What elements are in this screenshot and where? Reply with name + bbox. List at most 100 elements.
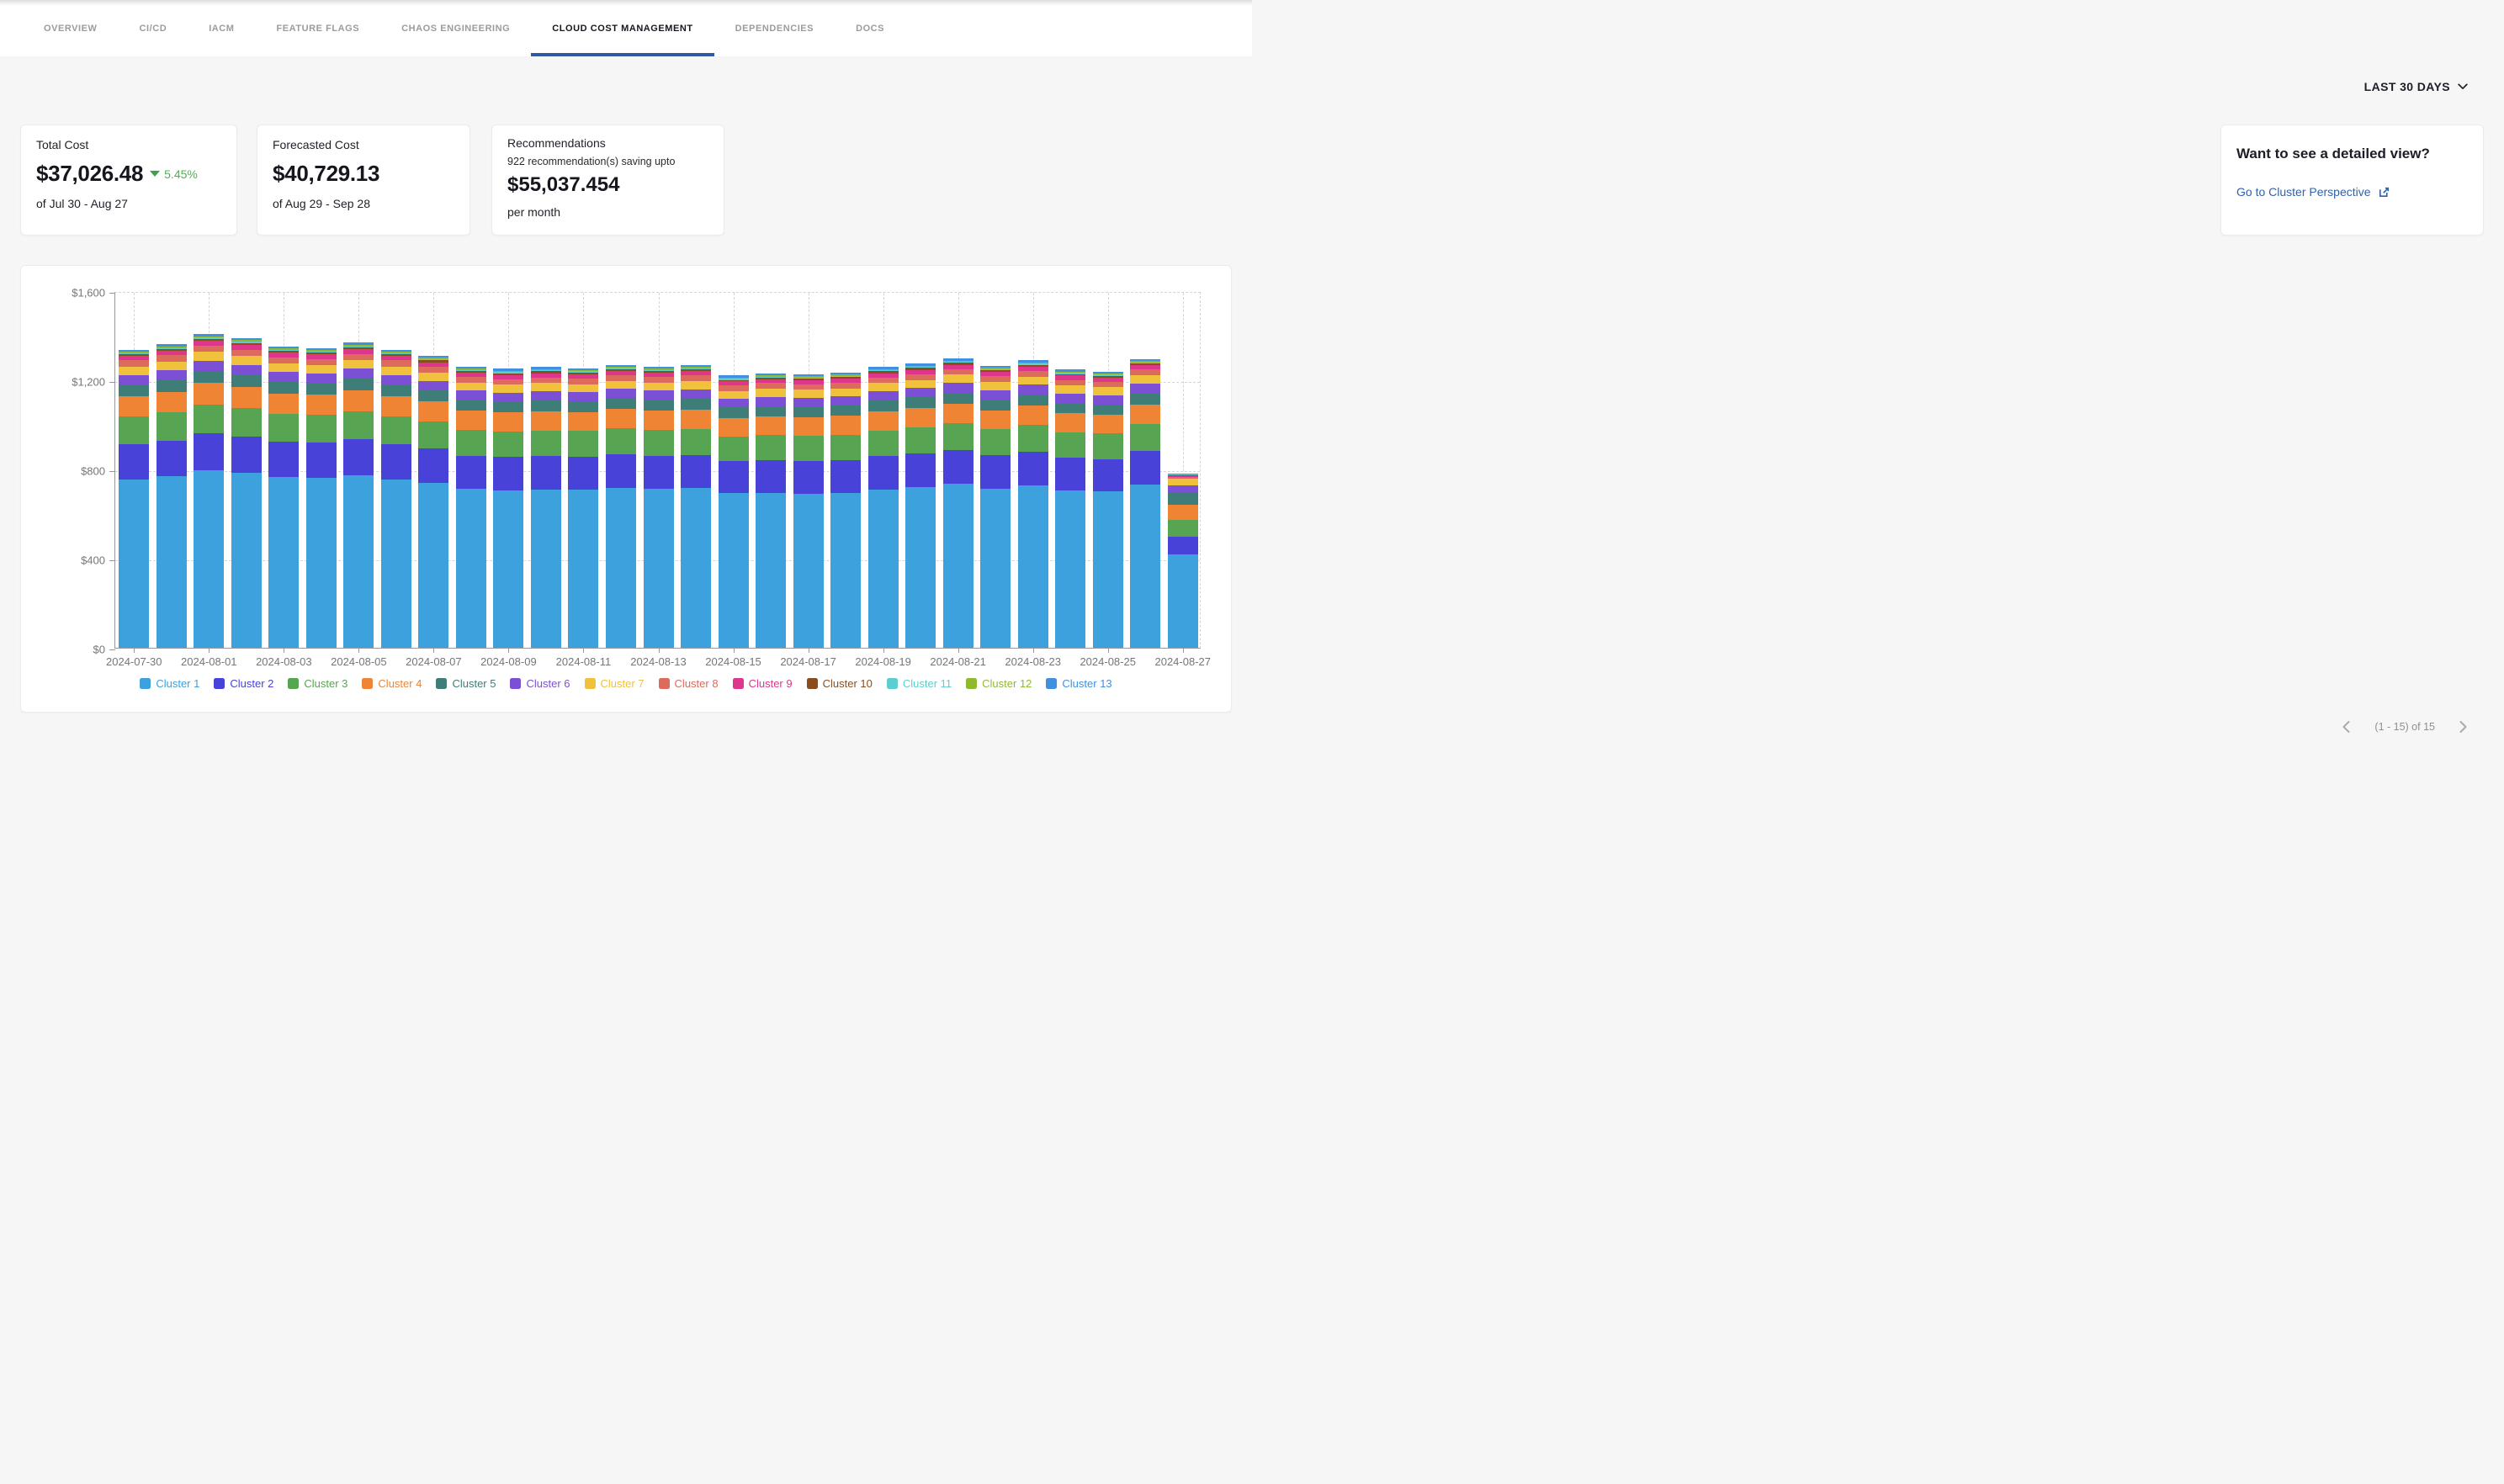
- bar-2024-08-16[interactable]: [756, 373, 787, 648]
- bar-segment-cluster-10: [980, 370, 1011, 373]
- legend-swatch-cluster-13: [1046, 678, 1058, 689]
- prev-page-icon[interactable]: [2342, 720, 2351, 734]
- bar-segment-cluster-4: [905, 408, 936, 428]
- bar-2024-08-01[interactable]: [194, 333, 225, 648]
- bar-2024-08-04[interactable]: [305, 347, 337, 648]
- bar-2024-08-22[interactable]: [980, 365, 1011, 648]
- tab-overview[interactable]: OVERVIEW: [44, 23, 98, 34]
- bar-segment-cluster-8: [119, 360, 150, 367]
- bar-segment-cluster-13: [156, 344, 187, 347]
- bar-2024-08-03[interactable]: [268, 346, 300, 648]
- bar-2024-08-11[interactable]: [568, 368, 599, 648]
- bar-2024-08-19[interactable]: [867, 367, 899, 648]
- bar-segment-cluster-11: [380, 352, 411, 355]
- bar-2024-07-31[interactable]: [156, 344, 187, 648]
- legend-item-cluster-2[interactable]: Cluster 2: [214, 677, 273, 690]
- legend-item-cluster-9[interactable]: Cluster 9: [732, 677, 793, 690]
- tab-dependencies[interactable]: DEPENDENCIES: [735, 23, 814, 34]
- legend-swatch-cluster-11: [886, 678, 898, 689]
- bar-2024-08-15[interactable]: [718, 375, 749, 648]
- bar-2024-08-14[interactable]: [681, 365, 712, 648]
- bar-segment-cluster-11: [455, 369, 486, 371]
- tab-iacm[interactable]: IACM: [209, 23, 235, 34]
- tab-docs[interactable]: DOCS: [856, 23, 885, 34]
- bar-segment-cluster-6: [1130, 384, 1161, 394]
- legend-item-cluster-6[interactable]: Cluster 6: [510, 677, 570, 690]
- forecasted-cost-period: of Aug 29 - Sep 28: [273, 197, 370, 210]
- tab-ci-cd[interactable]: CI/CD: [139, 23, 167, 34]
- bar-2024-07-30[interactable]: [119, 349, 150, 648]
- bar-segment-cluster-3: [194, 404, 225, 434]
- bar-2024-08-05[interactable]: [343, 342, 374, 648]
- bar-segment-cluster-10: [793, 378, 824, 380]
- legend-item-cluster-11[interactable]: Cluster 11: [886, 677, 952, 690]
- bar-2024-08-26[interactable]: [1130, 358, 1161, 648]
- legend-item-cluster-1[interactable]: Cluster 1: [140, 677, 199, 690]
- bar-2024-08-20[interactable]: [905, 363, 936, 648]
- bar-segment-cluster-11: [643, 369, 674, 371]
- bar-segment-cluster-12: [605, 366, 636, 368]
- bar-2024-08-07[interactable]: [418, 355, 449, 648]
- legend-item-cluster-7[interactable]: Cluster 7: [584, 677, 645, 690]
- bar-segment-cluster-6: [681, 389, 712, 400]
- bar-segment-cluster-5: [867, 400, 899, 411]
- bar-segment-cluster-9: [867, 373, 899, 378]
- bar-segment-cluster-6: [867, 391, 899, 401]
- bar-2024-08-13[interactable]: [643, 366, 674, 648]
- bar-2024-08-18[interactable]: [830, 372, 862, 648]
- bar-2024-08-06[interactable]: [380, 349, 411, 648]
- bar-2024-08-21[interactable]: [942, 358, 973, 648]
- tab-chaos-engineering[interactable]: CHAOS ENGINEERING: [401, 23, 511, 34]
- bar-2024-08-02[interactable]: [231, 337, 262, 648]
- tab-cloud-cost-management[interactable]: CLOUD COST MANAGEMENT: [531, 0, 715, 56]
- legend-item-cluster-12[interactable]: Cluster 12: [966, 677, 1032, 690]
- bar-segment-cluster-8: [980, 376, 1011, 382]
- next-page-icon[interactable]: [2459, 720, 2468, 734]
- bar-2024-08-23[interactable]: [1017, 360, 1048, 648]
- bar-segment-cluster-7: [830, 388, 862, 397]
- bar-2024-08-08[interactable]: [455, 366, 486, 648]
- legend-swatch-cluster-3: [288, 678, 300, 689]
- bar-segment-cluster-8: [1017, 370, 1048, 377]
- y-axis-label: $800: [81, 464, 105, 478]
- bar-segment-cluster-7: [681, 381, 712, 390]
- x-axis-tick: [1182, 648, 1184, 653]
- legend-item-cluster-5[interactable]: Cluster 5: [436, 677, 496, 690]
- bar-2024-08-17[interactable]: [793, 374, 824, 648]
- bar-segment-cluster-1: [605, 487, 636, 648]
- bar-segment-cluster-9: [156, 351, 187, 356]
- bar-segment-cluster-4: [268, 393, 300, 415]
- legend-label: Cluster 7: [600, 677, 645, 690]
- x-axis-label: 2024-08-23: [1005, 655, 1061, 668]
- bar-2024-08-27[interactable]: [1167, 474, 1198, 648]
- bar-segment-cluster-5: [942, 392, 973, 404]
- bar-segment-cluster-12: [194, 336, 225, 338]
- bar-2024-08-12[interactable]: [605, 364, 636, 648]
- bar-2024-08-09[interactable]: [493, 368, 524, 648]
- tab-feature-flags[interactable]: FEATURE FLAGS: [276, 23, 360, 34]
- x-axis-tick: [433, 648, 435, 653]
- time-range-dropdown[interactable]: LAST 30 DAYS: [2364, 80, 2468, 93]
- legend-item-cluster-4[interactable]: Cluster 4: [362, 677, 422, 690]
- bar-2024-08-10[interactable]: [530, 367, 561, 648]
- cluster-perspective-link[interactable]: Go to Cluster Perspective: [2236, 185, 2468, 199]
- bar-segment-cluster-2: [530, 456, 561, 490]
- bar-segment-cluster-3: [718, 436, 749, 462]
- bar-segment-cluster-5: [1130, 393, 1161, 405]
- bar-2024-08-25[interactable]: [1092, 371, 1123, 648]
- bar-segment-cluster-2: [568, 456, 599, 490]
- bar-segment-cluster-9: [305, 354, 337, 359]
- bar-2024-08-24[interactable]: [1055, 369, 1086, 648]
- legend-item-cluster-3[interactable]: Cluster 3: [288, 677, 347, 690]
- bar-segment-cluster-11: [568, 371, 599, 373]
- bar-segment-cluster-8: [1055, 379, 1086, 386]
- legend-label: Cluster 12: [982, 677, 1032, 690]
- legend-item-cluster-13[interactable]: Cluster 13: [1046, 677, 1112, 690]
- y-axis-tick: [109, 559, 115, 561]
- bar-segment-cluster-12: [268, 348, 300, 351]
- legend-item-cluster-10[interactable]: Cluster 10: [806, 677, 873, 690]
- x-axis-tick: [209, 648, 210, 653]
- bar-segment-cluster-8: [194, 345, 225, 352]
- legend-label: Cluster 10: [822, 677, 873, 690]
- legend-item-cluster-8[interactable]: Cluster 8: [658, 677, 719, 690]
